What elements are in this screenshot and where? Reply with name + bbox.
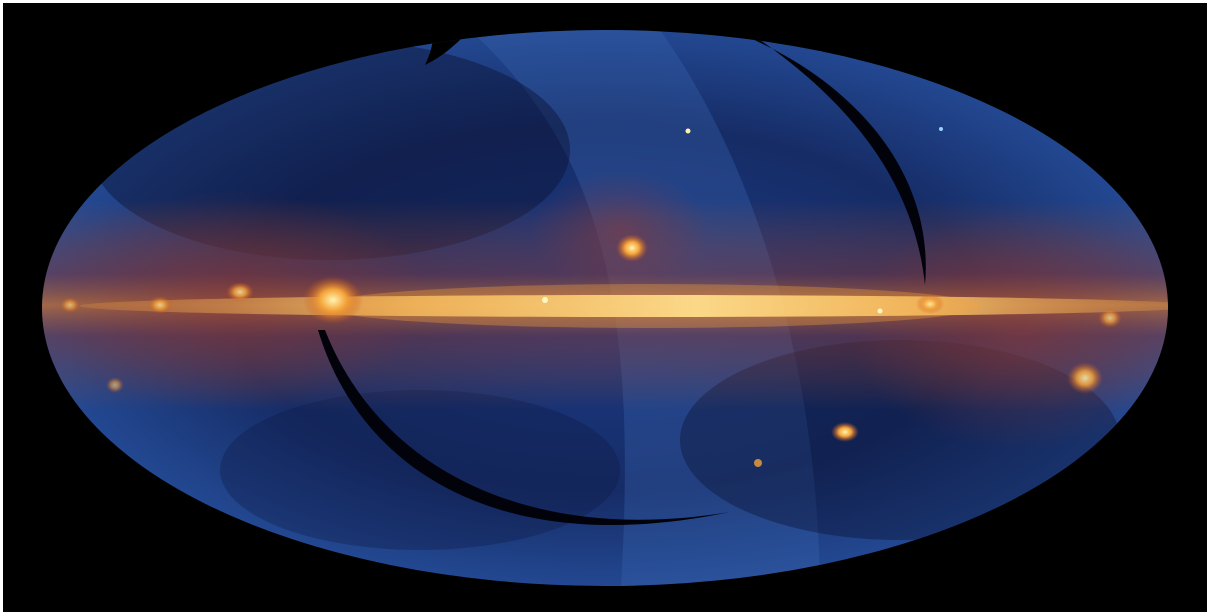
clump-left-2 bbox=[148, 296, 172, 314]
clump-right-2 bbox=[1098, 308, 1122, 328]
point-source-1 bbox=[685, 128, 691, 134]
clump-small-bottom bbox=[754, 459, 762, 467]
clump-lower-left bbox=[106, 377, 124, 393]
cygnus-region-blob bbox=[303, 276, 363, 324]
point-source-3 bbox=[542, 297, 548, 303]
point-source-2 bbox=[939, 127, 943, 131]
clump-left-1 bbox=[226, 282, 254, 302]
clump-right-1 bbox=[916, 294, 944, 314]
scan-gap-arc-top-right bbox=[745, 36, 926, 285]
haze-center-upper bbox=[530, 170, 710, 290]
orion-blob bbox=[1067, 362, 1103, 394]
lmc-blob bbox=[831, 422, 859, 442]
rho-ophiuchi-blob bbox=[616, 234, 648, 262]
clump-far-left bbox=[60, 297, 80, 313]
galactic-plane-glow bbox=[320, 284, 980, 328]
haze-right bbox=[850, 210, 1168, 450]
point-source-4 bbox=[877, 308, 883, 314]
